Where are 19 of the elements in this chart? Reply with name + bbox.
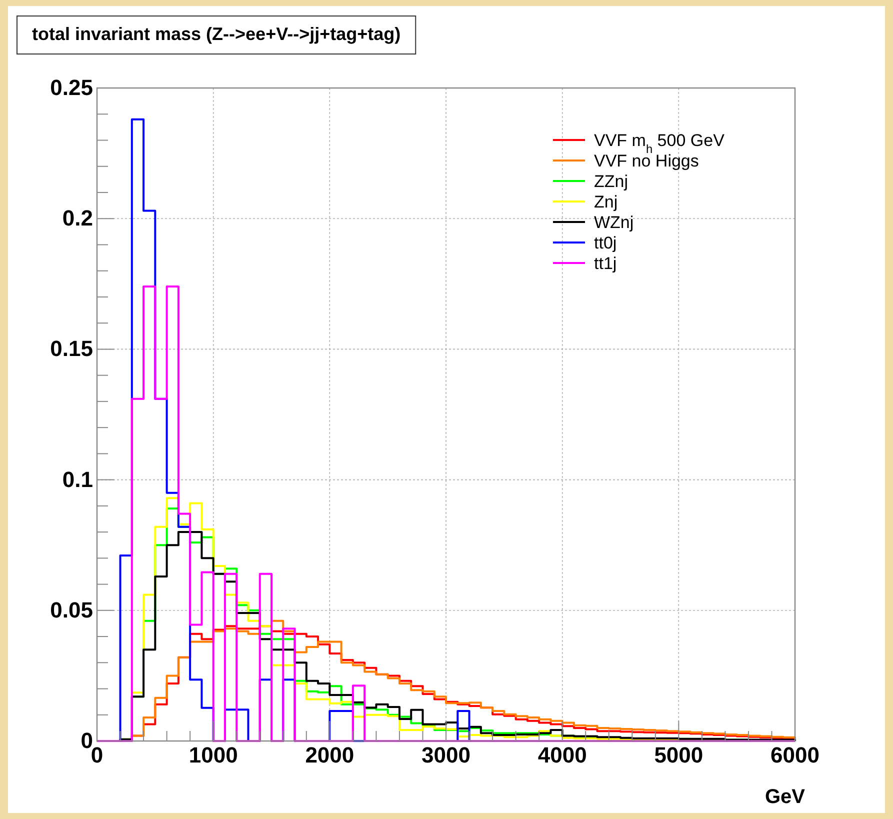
legend-label: VVF no Higgs xyxy=(594,152,699,170)
y-tick-label: 0.05 xyxy=(50,597,93,622)
legend-label: tt1j xyxy=(594,254,617,273)
legend-label: WZnj xyxy=(594,213,634,232)
x-tick-label: 2000 xyxy=(305,742,354,768)
y-tick-label: 0.1 xyxy=(62,466,93,492)
y-tick-label: 0.2 xyxy=(62,206,93,231)
chart-title: total invariant mass (Z-->ee+V-->jj+tag+tag) xyxy=(32,24,401,44)
x-tick-label: 5000 xyxy=(654,742,704,768)
y-tick-label: 0.15 xyxy=(50,336,93,362)
x-tick-label: 6000 xyxy=(770,742,820,768)
x-tick-label: 1000 xyxy=(188,742,238,768)
x-tick-label: 3000 xyxy=(422,742,470,768)
y-tick-label: 0.25 xyxy=(50,75,93,100)
legend-label: Znj xyxy=(594,192,618,212)
x-tick-label: 4000 xyxy=(538,742,587,768)
legend-label: ZZnj xyxy=(594,172,628,191)
x-axis-title: GeV xyxy=(764,786,806,808)
legend-label: tt0j xyxy=(594,234,617,252)
